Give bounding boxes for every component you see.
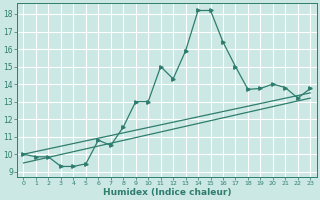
- X-axis label: Humidex (Indice chaleur): Humidex (Indice chaleur): [103, 188, 231, 197]
